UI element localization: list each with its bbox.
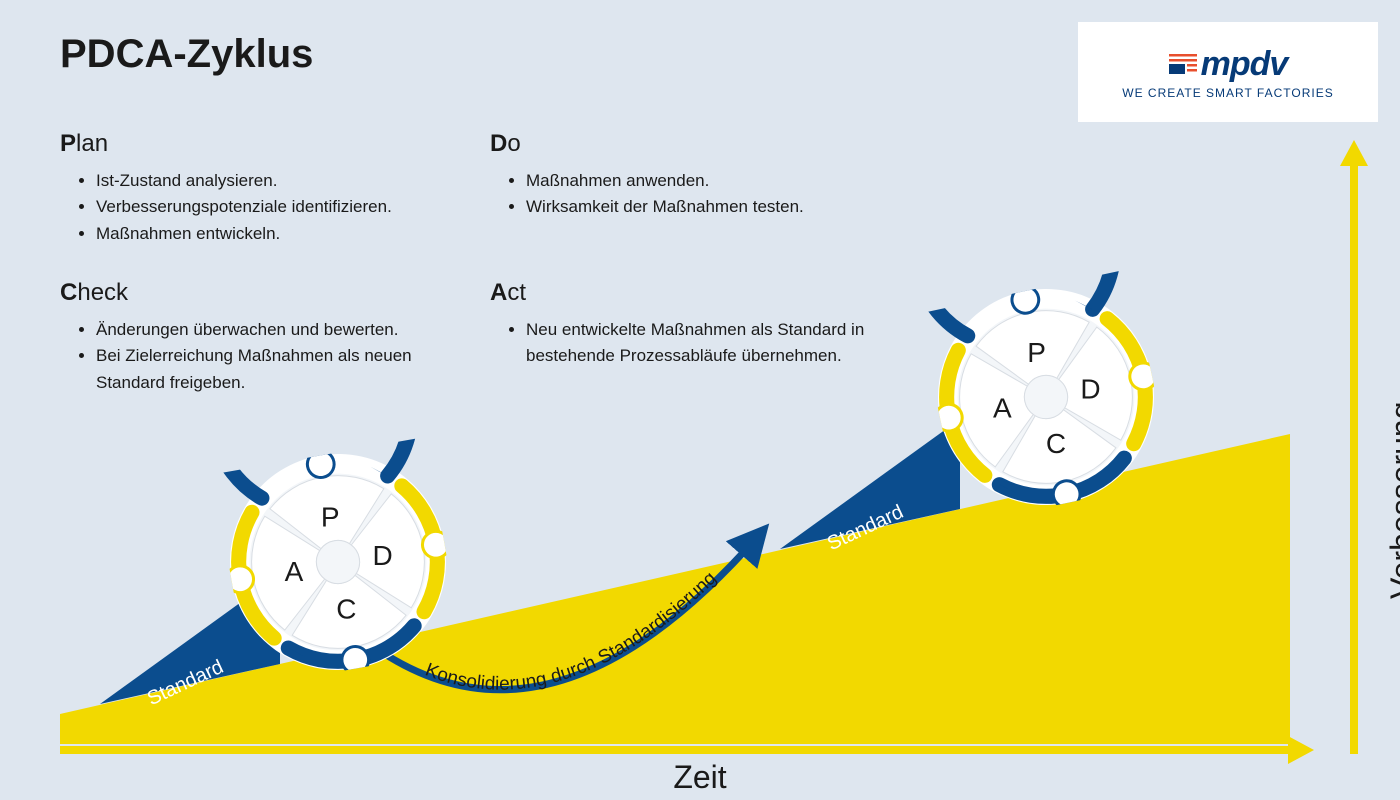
list-item: Neu entwickelte Maßnahmen als Standard i… xyxy=(526,317,880,370)
pdca-wheel-2: P DC A xyxy=(918,269,1174,525)
standard-label-right: Standard xyxy=(824,501,907,556)
def-plan: Plan Ist-Zustand analysieren. Verbesseru… xyxy=(60,130,450,247)
list-item: Maßnahmen entwickeln. xyxy=(96,221,450,247)
def-do-title: Do xyxy=(490,130,880,158)
axis-x xyxy=(60,746,1290,754)
wheel-letter-c: C xyxy=(336,593,356,625)
list-item: Änderungen überwachen und bewerten. xyxy=(96,317,450,343)
definitions-grid: Plan Ist-Zustand analysieren. Verbesseru… xyxy=(60,130,880,396)
def-act-title: Act xyxy=(490,279,880,307)
def-do-list: Maßnahmen anwenden. Wirksamkeit der Maßn… xyxy=(526,168,880,221)
list-item: Ist-Zustand analysieren. xyxy=(96,168,450,194)
def-act-list: Neu entwickelte Maßnahmen als Standard i… xyxy=(526,317,880,370)
axis-y-label: Verbesserung xyxy=(1384,401,1400,598)
def-plan-title: Plan xyxy=(60,130,450,158)
logo-tagline: WE CREATE SMART FACTORIES xyxy=(1122,86,1333,100)
def-check: Check Änderungen überwachen und bewerten… xyxy=(60,279,450,396)
def-act: Act Neu entwickelte Maßnahmen als Standa… xyxy=(490,279,880,396)
def-check-list: Änderungen überwachen und bewerten. Bei … xyxy=(96,317,450,396)
wheel-letter-a: A xyxy=(284,556,303,588)
list-item: Maßnahmen anwenden. xyxy=(526,168,880,194)
page-title: PDCA-Zyklus xyxy=(60,32,313,77)
wheel-letter-d: D xyxy=(373,540,393,572)
logo-box: mpdv WE CREATE SMART FACTORIES xyxy=(1078,22,1378,122)
wheel-letter-p: P xyxy=(321,501,340,533)
axis-y xyxy=(1350,164,1358,754)
wheel-letter-a: A xyxy=(993,393,1012,425)
wheel-letter-p: P xyxy=(1027,337,1046,369)
wheel-letter-d: D xyxy=(1081,374,1101,406)
def-plan-list: Ist-Zustand analysieren. Verbesserungspo… xyxy=(96,168,450,247)
wheel-letter-c: C xyxy=(1046,427,1066,459)
axis-x-label: Zeit xyxy=(673,759,726,796)
logo: mpdv xyxy=(1169,45,1288,84)
def-do: Do Maßnahmen anwenden. Wirksamkeit der M… xyxy=(490,130,880,247)
standard-label-left: Standard xyxy=(144,656,227,711)
consolidation-label: Konsolidierung durch Standardisierung xyxy=(422,568,720,695)
pdca-wheel-1: P DC A xyxy=(213,437,463,687)
list-item: Verbesserungspotenziale identifizieren. xyxy=(96,194,450,220)
logo-text: mpdv xyxy=(1201,45,1288,84)
list-item: Bei Zielerreichung Maßnahmen als neuen S… xyxy=(96,343,450,396)
logo-icon xyxy=(1169,54,1197,74)
def-check-title: Check xyxy=(60,279,450,307)
list-item: Wirksamkeit der Maßnahmen testen. xyxy=(526,194,880,220)
